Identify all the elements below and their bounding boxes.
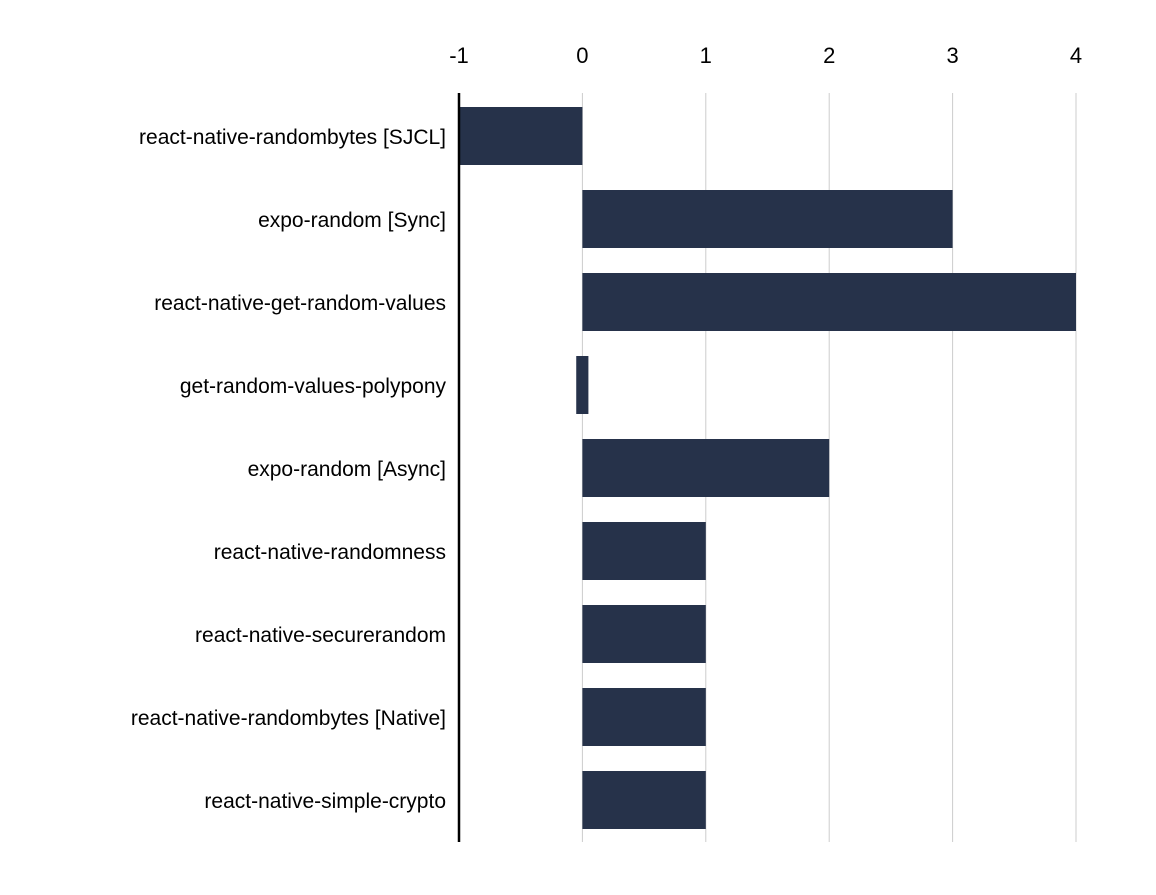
x-tick-label: -1	[449, 43, 469, 68]
category-label: expo-random [Sync]	[258, 209, 446, 232]
x-tick-label: 2	[823, 43, 835, 68]
x-tick-label: 4	[1070, 43, 1082, 68]
bar	[582, 190, 953, 248]
bar	[459, 107, 583, 165]
bar	[582, 688, 706, 746]
x-tick-label: 0	[576, 43, 588, 68]
category-label: react-native-randomness	[214, 541, 446, 564]
bar	[582, 771, 706, 829]
category-labels: react-native-randombytes [SJCL] expo-rand…	[131, 126, 447, 813]
category-label: react-native-randombytes [Native]	[131, 707, 446, 730]
bar	[582, 522, 706, 580]
x-tick-label: 1	[700, 43, 712, 68]
category-label: react-native-get-random-values	[154, 292, 446, 315]
category-label: get-random-values-polypony	[180, 375, 447, 398]
bars	[459, 107, 1076, 829]
category-label: react-native-securerandom	[195, 624, 446, 647]
bar	[582, 273, 1076, 331]
category-label: react-native-simple-crypto	[204, 790, 446, 813]
x-tick-label: 3	[946, 43, 958, 68]
bar	[582, 605, 706, 663]
category-label: react-native-randombytes [SJCL]	[139, 126, 446, 149]
bar	[582, 439, 830, 497]
category-label: expo-random [Async]	[248, 458, 446, 481]
bar	[576, 356, 589, 414]
x-tick-labels: -1 0 1 2 3 4	[449, 43, 1082, 68]
